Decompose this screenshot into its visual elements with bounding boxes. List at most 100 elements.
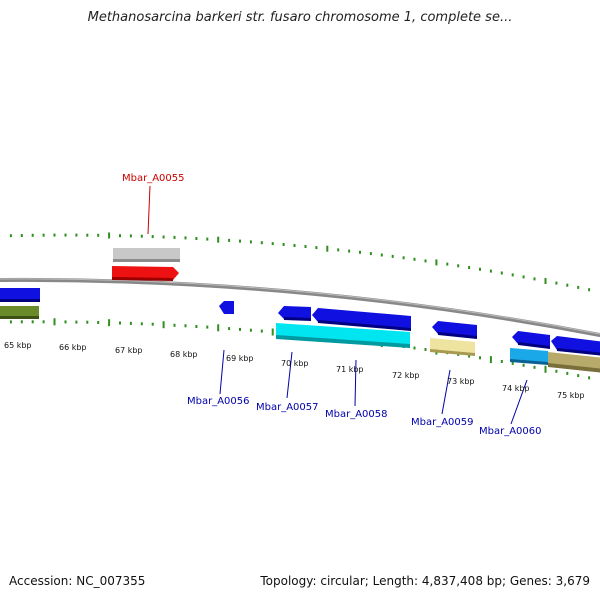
gene-label-mbar-a0056[interactable]: Mbar_A0056	[187, 396, 250, 407]
feature-mbar-a0059-arrow[interactable]	[432, 321, 477, 339]
leader-mbar-a0059	[441, 369, 451, 415]
minor-tick	[391, 254, 394, 258]
minor-tick	[380, 253, 383, 257]
gene-label-mbar-a0059[interactable]: Mbar_A0059	[411, 417, 474, 428]
minor-tick	[195, 325, 198, 328]
minor-tick	[424, 259, 427, 263]
minor-tick	[140, 322, 143, 326]
gene-label-mbar-a0060[interactable]: Mbar_A0060	[479, 426, 542, 437]
minor-tick	[588, 288, 591, 292]
minor-tick	[468, 354, 471, 358]
tick-label: 67 kbp	[115, 346, 143, 355]
feature-left-blue-gene[interactable]	[0, 288, 40, 302]
minor-tick	[315, 246, 318, 250]
minor-tick	[533, 365, 536, 369]
minor-tick	[86, 233, 89, 237]
minor-tick	[446, 262, 449, 266]
minor-tick	[249, 240, 252, 244]
feature-mbar-a0060-arrow[interactable]	[512, 331, 550, 349]
minor-tick	[369, 252, 372, 256]
gene-label-mbar-a0055[interactable]: Mbar_A0055	[122, 173, 185, 184]
major-tick	[489, 356, 492, 364]
minor-tick	[239, 239, 241, 243]
feature-tan-gene[interactable]	[548, 352, 600, 373]
major-tick	[435, 259, 438, 266]
minor-tick	[413, 257, 416, 261]
feature-gray-gene[interactable]	[113, 248, 180, 262]
minor-tick	[522, 363, 525, 367]
minor-tick	[75, 233, 78, 237]
minor-tick	[64, 320, 67, 324]
major-tick	[108, 232, 111, 239]
minor-tick	[489, 269, 492, 273]
minor-tick	[260, 329, 263, 333]
minor-tick	[468, 266, 471, 269]
map-title: Methanosarcina barkeri str. fusaro chrom…	[87, 10, 513, 25]
minor-tick	[75, 320, 78, 324]
minor-tick	[511, 273, 514, 277]
chromosome-backbone-highlight	[0, 278, 600, 335]
minor-tick	[129, 321, 132, 325]
gene-label-mbar-a0058[interactable]: Mbar_A0058	[325, 409, 388, 420]
tick-label: 65 kbp	[4, 341, 32, 350]
feature-mbar-a0057[interactable]	[278, 306, 311, 321]
gene-label-mbar-a0057[interactable]: Mbar_A0057	[256, 402, 319, 413]
minor-tick	[249, 328, 252, 332]
feature-khaki-gene[interactable]	[430, 338, 475, 356]
minor-tick	[500, 271, 503, 275]
minor-tick	[566, 371, 569, 375]
minor-tick	[173, 323, 176, 327]
minor-tick	[500, 360, 503, 363]
minor-tick	[64, 233, 67, 237]
minor-tick	[129, 234, 132, 238]
minor-tick	[20, 234, 23, 237]
major-tick	[544, 365, 547, 373]
feature-cyan-gene[interactable]	[276, 323, 410, 348]
minor-tick	[31, 233, 34, 237]
minor-tick	[151, 235, 154, 239]
major-tick	[108, 319, 111, 327]
upper-ticks	[9, 232, 591, 292]
minor-tick	[479, 267, 481, 271]
minor-tick	[97, 233, 100, 237]
major-tick	[217, 324, 220, 332]
major-tick	[544, 278, 547, 284]
minor-tick	[195, 237, 198, 240]
major-tick	[271, 328, 274, 336]
minor-tick	[457, 264, 460, 268]
feature-left-olive-gene[interactable]	[0, 306, 39, 319]
tick-label: 71 kbp	[336, 365, 364, 374]
tick-label: 75 kbp	[557, 391, 585, 400]
minor-tick	[42, 320, 45, 324]
feature-right-blue-gene[interactable]	[551, 336, 600, 356]
minor-tick	[260, 241, 263, 245]
minor-tick	[566, 283, 569, 287]
feature-skyblue-gene[interactable]	[510, 348, 548, 365]
feature-mbar-a0056[interactable]	[219, 301, 234, 314]
minor-tick	[479, 356, 481, 360]
minor-tick	[173, 235, 176, 239]
tick-label: 72 kbp	[392, 371, 420, 380]
minor-tick	[20, 320, 23, 324]
chromosome-backbone	[0, 277, 600, 338]
minor-tick	[206, 325, 209, 329]
minor-tick	[577, 374, 580, 378]
tick-label: 68 kbp	[170, 350, 198, 359]
minor-tick	[228, 327, 231, 331]
minor-tick	[53, 233, 56, 237]
feature-mbar-a0058[interactable]	[312, 308, 411, 331]
major-tick	[162, 321, 165, 329]
minor-tick	[522, 275, 525, 279]
leader-mbar-a0060	[510, 379, 528, 425]
tick-label: 66 kbp	[59, 343, 87, 352]
feature-mbar-a0055[interactable]	[112, 266, 179, 281]
minor-tick	[97, 321, 100, 324]
tick-label: 69 kbp	[226, 354, 254, 363]
minor-tick	[86, 320, 89, 324]
minor-tick	[228, 238, 231, 242]
minor-tick	[511, 361, 514, 365]
minor-tick	[206, 237, 209, 241]
minor-tick	[402, 256, 405, 260]
minor-tick	[577, 285, 580, 289]
